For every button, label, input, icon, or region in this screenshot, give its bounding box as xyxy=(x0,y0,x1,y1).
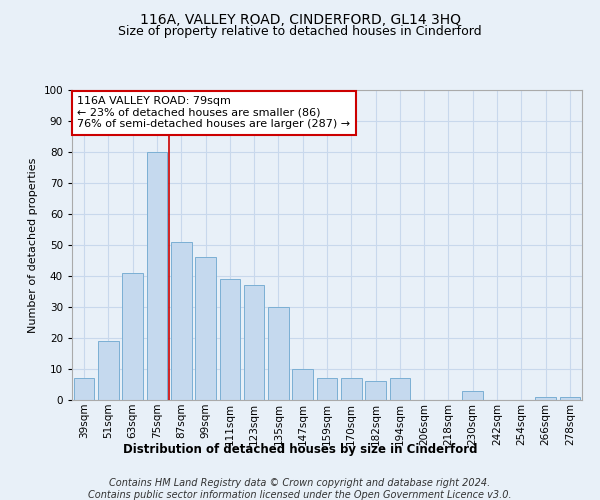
Text: Contains public sector information licensed under the Open Government Licence v3: Contains public sector information licen… xyxy=(88,490,512,500)
Bar xyxy=(560,397,580,400)
Bar xyxy=(317,378,337,400)
Y-axis label: Number of detached properties: Number of detached properties xyxy=(28,158,38,332)
Bar xyxy=(292,369,313,400)
Bar xyxy=(146,152,167,400)
Text: Size of property relative to detached houses in Cinderford: Size of property relative to detached ho… xyxy=(118,25,482,38)
Bar xyxy=(74,378,94,400)
Bar xyxy=(463,390,483,400)
Bar xyxy=(365,382,386,400)
Text: 116A VALLEY ROAD: 79sqm
← 23% of detached houses are smaller (86)
76% of semi-de: 116A VALLEY ROAD: 79sqm ← 23% of detache… xyxy=(77,96,350,130)
Bar xyxy=(268,307,289,400)
Bar xyxy=(171,242,191,400)
Bar xyxy=(535,397,556,400)
Bar xyxy=(195,258,216,400)
Bar xyxy=(220,279,240,400)
Text: Contains HM Land Registry data © Crown copyright and database right 2024.: Contains HM Land Registry data © Crown c… xyxy=(109,478,491,488)
Text: Distribution of detached houses by size in Cinderford: Distribution of detached houses by size … xyxy=(123,442,477,456)
Bar xyxy=(341,378,362,400)
Bar xyxy=(122,273,143,400)
Bar xyxy=(389,378,410,400)
Bar xyxy=(244,286,265,400)
Text: 116A, VALLEY ROAD, CINDERFORD, GL14 3HQ: 116A, VALLEY ROAD, CINDERFORD, GL14 3HQ xyxy=(139,12,461,26)
Bar xyxy=(98,341,119,400)
